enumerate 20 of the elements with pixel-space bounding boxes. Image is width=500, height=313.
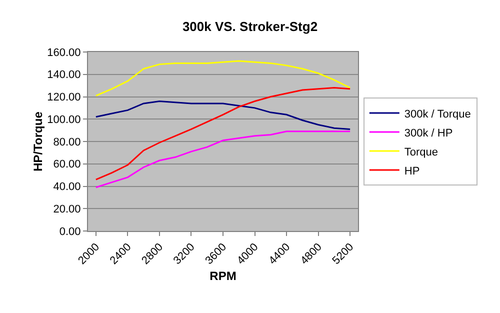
- y-axis-title: HP/Torque: [31, 111, 46, 172]
- y-tick-label: 0.00: [59, 226, 81, 238]
- legend-label: 300k / HP: [404, 127, 453, 140]
- y-tick-label: 120.00: [47, 92, 81, 104]
- y-tick-label: 80.00: [53, 136, 81, 148]
- line-series: [95, 130, 351, 188]
- y-tick-label: 160.00: [47, 46, 81, 59]
- y-tick-label: 20.00: [53, 203, 81, 216]
- y-tick-label: 60.00: [53, 158, 81, 171]
- legend-label: 300k / Torque: [404, 108, 471, 120]
- line-series: [95, 60, 351, 96]
- line-series: [95, 100, 351, 130]
- y-tick-label: 140.00: [47, 69, 81, 82]
- legend-label: HP: [404, 165, 420, 178]
- y-tick-label: 100.00: [47, 114, 81, 126]
- chart-title: 300k VS. Stroker-Stg2: [182, 19, 318, 34]
- legend-label: Torque: [404, 146, 438, 158]
- y-tick-label: 40.00: [53, 181, 81, 194]
- x-axis-title: RPM: [210, 269, 236, 284]
- line-series: [95, 87, 351, 180]
